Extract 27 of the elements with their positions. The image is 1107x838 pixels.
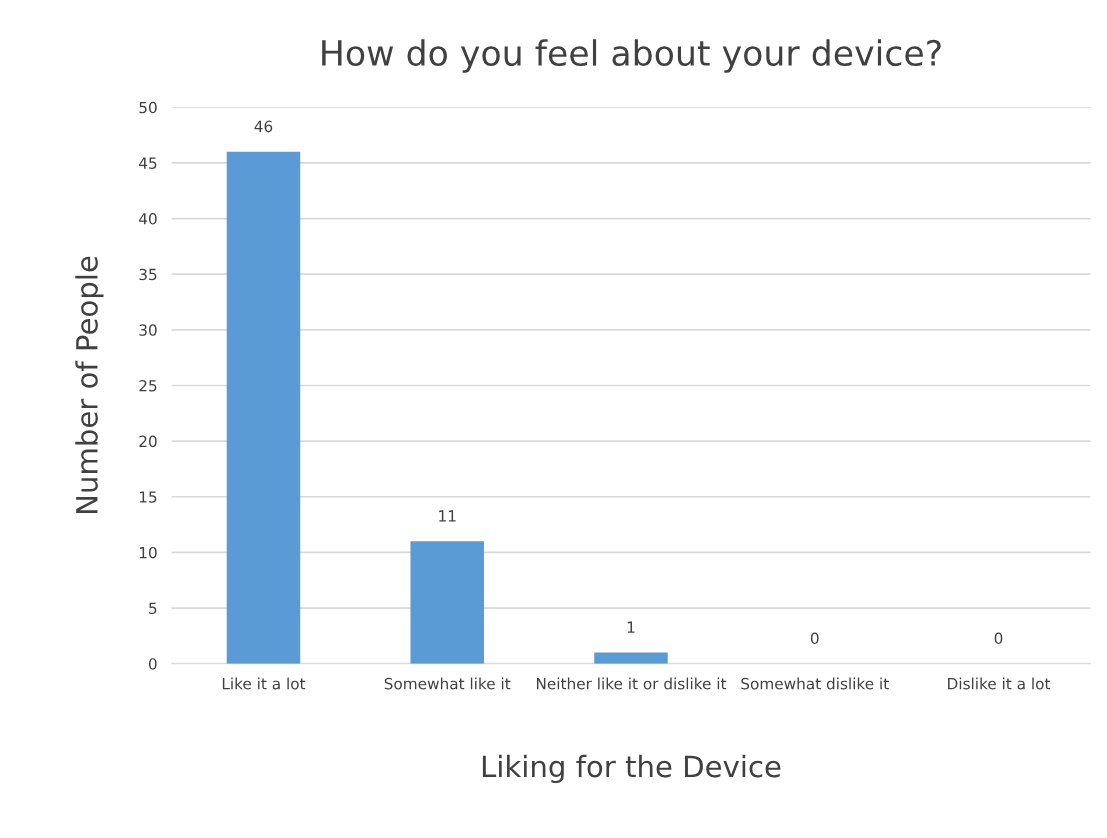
x-axis-title: Liking for the Device xyxy=(482,754,781,784)
y-tick-label: 0 xyxy=(148,658,157,670)
bar xyxy=(410,541,484,664)
data-label: 11 xyxy=(439,510,456,522)
y-tick-label: 5 xyxy=(149,602,157,615)
data-label: 1 xyxy=(627,621,635,633)
bar xyxy=(594,652,668,664)
x-tick-label: Neither like it or dislike it xyxy=(536,677,727,690)
y-tick-label: 10 xyxy=(139,546,157,559)
x-tick-label: Dislike it a lot xyxy=(948,677,1051,690)
x-tick-label: Like it a lot xyxy=(222,677,306,690)
y-tick-label: 50 xyxy=(139,101,157,114)
y-tick-label: 30 xyxy=(139,324,157,336)
y-tick-label: 15 xyxy=(139,491,157,503)
data-label: 46 xyxy=(254,120,273,133)
y-tick-label: 35 xyxy=(139,268,157,281)
x-tick-label: Somewhat dislike it xyxy=(741,677,889,690)
bar xyxy=(226,151,301,664)
data-label: 0 xyxy=(810,632,819,645)
y-tick-label: 45 xyxy=(139,157,157,169)
y-axis-title: Number of People xyxy=(75,256,104,513)
chart-title: How do you feel about your device? xyxy=(322,39,941,73)
x-tick-label: Somewhat like it xyxy=(384,677,511,690)
y-tick-label: 25 xyxy=(139,379,157,392)
data-label: 0 xyxy=(994,632,1003,645)
y-tick-label: 40 xyxy=(139,213,157,225)
y-tick-label: 20 xyxy=(139,435,157,448)
